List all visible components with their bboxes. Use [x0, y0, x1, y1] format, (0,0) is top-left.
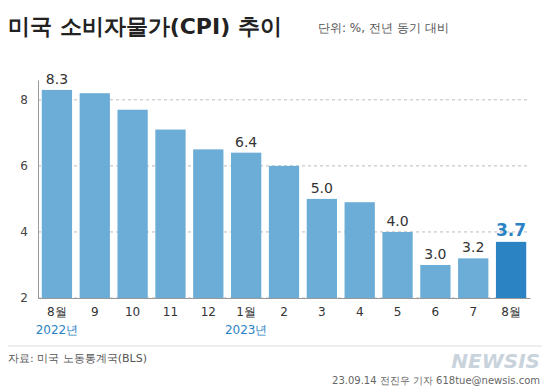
y-tick-label: 8 — [20, 93, 28, 107]
x-tick-label: 10 — [125, 305, 140, 319]
data-label: 3.0 — [424, 246, 446, 262]
data-label: 5.0 — [311, 180, 333, 196]
data-label: 6.4 — [235, 134, 257, 150]
bar — [117, 110, 147, 298]
x-tick-label: 7 — [469, 305, 477, 319]
x-tick: 11 — [163, 298, 178, 319]
x-tick: 5 — [394, 298, 402, 319]
x-axis-line — [39, 298, 531, 299]
source: 자료: 미국 노동통계국(BLS) — [8, 352, 147, 365]
y-tick: 8 — [20, 93, 38, 107]
bar — [458, 258, 488, 298]
x-tick-label: 3 — [318, 305, 326, 319]
year-label: 2023년 — [225, 323, 268, 337]
bar — [231, 153, 261, 298]
bars — [42, 90, 526, 298]
x-tick-label: 1월 — [236, 305, 256, 319]
x-tick-label: 9 — [91, 305, 99, 319]
x-tick: 9 — [91, 298, 99, 319]
x-tick-label: 8월 — [47, 305, 67, 319]
bar — [307, 199, 337, 298]
grid-line — [38, 99, 530, 100]
x-tick-label: 5 — [394, 305, 402, 319]
x-tick-label: 12 — [201, 305, 216, 319]
bar — [155, 130, 185, 298]
subtitle: 단위: %, 전년 동기 대비 — [318, 21, 449, 35]
chart: 미국 소비자물가(CPI) 추이 단위: %, 전년 동기 대비 2 4 6 8 8.3 6.… — [0, 0, 550, 390]
x-tick: 12 — [201, 298, 216, 319]
y-tick: 2 — [20, 291, 38, 305]
x-tick: 4 — [356, 298, 364, 319]
bar — [382, 232, 412, 298]
x-tick-label: 2 — [280, 305, 288, 319]
data-labels: 8.3 6.4 5.0 4.0 3.0 3.2 3.7 — [46, 71, 526, 262]
x-tick: 8월 — [501, 298, 521, 319]
x-tick: 3 — [318, 298, 326, 319]
y-tick: 6 — [20, 159, 38, 173]
y-tick-label: 4 — [20, 225, 28, 239]
footer-rule — [8, 346, 542, 347]
bar — [42, 90, 72, 298]
x-tick: 7 — [469, 298, 477, 319]
data-label: 3.7 — [496, 220, 526, 240]
data-label: 3.2 — [462, 239, 484, 255]
year-label: 2022년 — [36, 323, 79, 337]
x-tick: 10 — [125, 298, 140, 319]
data-label: 8.3 — [46, 71, 68, 87]
x-tick: 8월 — [47, 298, 67, 319]
y-tick: 4 — [20, 225, 38, 239]
y-axis: 2 4 6 8 — [20, 81, 38, 306]
y-tick-label: 6 — [20, 159, 28, 173]
year-labels: 2022년 2023년 — [36, 323, 268, 337]
bar — [420, 265, 450, 298]
x-tick: 2 — [280, 298, 288, 319]
bar — [193, 149, 223, 298]
x-tick-label: 11 — [163, 305, 178, 319]
y-axis-line — [38, 81, 39, 299]
x-tick: 6 — [432, 298, 440, 319]
bar — [345, 202, 375, 298]
x-tick-label: 4 — [356, 305, 364, 319]
x-axis: 8월 9 10 11 12 1월 2 3 4 5 6 7 8월 — [39, 298, 531, 319]
x-tick-label: 8월 — [501, 305, 521, 319]
credit: 23.09.14 전진우 기자 618tue@newsis.com — [332, 375, 540, 386]
logo: NEWSIS — [451, 349, 540, 373]
x-tick-label: 6 — [432, 305, 440, 319]
bar — [269, 166, 299, 298]
data-label: 4.0 — [386, 213, 408, 229]
x-tick: 1월 — [236, 298, 256, 319]
bar — [496, 242, 526, 298]
bar — [80, 93, 110, 298]
y-tick-label: 2 — [20, 291, 28, 305]
title: 미국 소비자물가(CPI) 추이 — [8, 14, 282, 39]
grid — [38, 100, 530, 298]
